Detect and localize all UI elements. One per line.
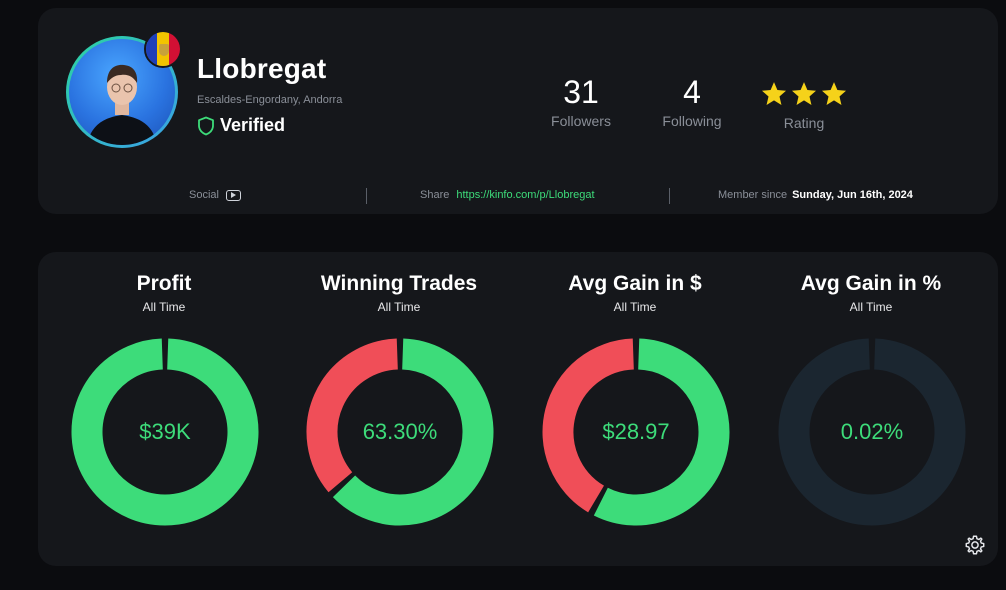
gear-icon[interactable] [964,534,986,556]
avg-gain-percent-donut-chart: 0.02% [777,337,967,527]
followers-count: 31 [563,74,599,110]
metric-title: Avg Gain in $ [568,272,702,295]
winning-trades-donut-chart: 63.30% [305,337,495,527]
social-link[interactable]: Social [189,189,241,201]
share-url-link[interactable]: https://kinfo.com/p/Llobregat [456,189,595,201]
star-icon [761,82,787,105]
member-since-date: Sunday, Jun 16th, 2024 [792,189,913,201]
donut-green-segment [332,338,494,526]
metric-subtitle: All Time [613,300,657,314]
donut-red-segment [542,338,635,513]
followers-label: Followers [551,113,611,129]
followers-stat[interactable]: 31 Followers [531,74,631,129]
profit-donut-chart: $39K [70,337,260,527]
stats-card: Profit All Time $39K Winning Trades All … [38,252,998,566]
following-stat[interactable]: 4 Following [642,74,742,129]
profile-location: Escaldes-Engordany, Andorra [197,94,343,106]
metric-avg-gain-percent: Avg Gain in % All Time 0.02% [753,252,989,566]
andorra-flag-icon [144,30,182,68]
verified-badge: Verified [197,115,285,136]
donut-green-segment [71,338,259,526]
metric-subtitle: All Time [142,300,186,314]
donut-red-segment [306,338,399,493]
metric-title: Avg Gain in % [800,272,942,295]
profile-name: Llobregat [197,53,327,84]
shield-icon [198,116,214,135]
metric-avg-gain-dollar: Avg Gain in $ All Time $28.97 [517,252,753,566]
following-count: 4 [683,74,701,110]
donut-value: $39K [139,419,191,444]
following-label: Following [662,113,722,129]
social-label: Social [189,189,219,201]
rating-label: Rating [783,115,825,131]
member-since-label: Member since [718,189,788,201]
share-label: Share [420,189,450,201]
divider [366,188,367,204]
star-icon [821,82,847,105]
donut-track-segment [778,338,966,526]
profile-footer: Social Share https://kinfo.com/p/Llobreg… [38,186,998,208]
metric-title: Profit [136,272,192,295]
rating-stat: Rating [754,74,854,131]
donut-value: 63.30% [362,419,438,444]
divider [669,188,670,204]
donut-value: 0.02% [840,419,904,444]
star-icon [791,82,817,105]
member-since: Member since Sunday, Jun 16th, 2024 [718,189,913,201]
metric-winning-trades: Winning Trades All Time 63.30% [281,252,517,566]
metric-subtitle: All Time [377,300,421,314]
share-section: Share https://kinfo.com/p/Llobregat [420,189,595,201]
youtube-icon[interactable] [225,189,241,201]
metric-title: Winning Trades [320,272,478,295]
metric-subtitle: All Time [849,300,893,314]
donut-value: $28.97 [602,419,670,444]
profile-card: Llobregat Escaldes-Engordany, Andorra Ve… [38,8,998,214]
donut-green-segment [593,338,730,526]
avg-gain-dollar-donut-chart: $28.97 [541,337,731,527]
rating-stars [754,76,854,112]
metric-profit: Profit All Time $39K [46,252,282,566]
verified-label: Verified [220,115,286,135]
